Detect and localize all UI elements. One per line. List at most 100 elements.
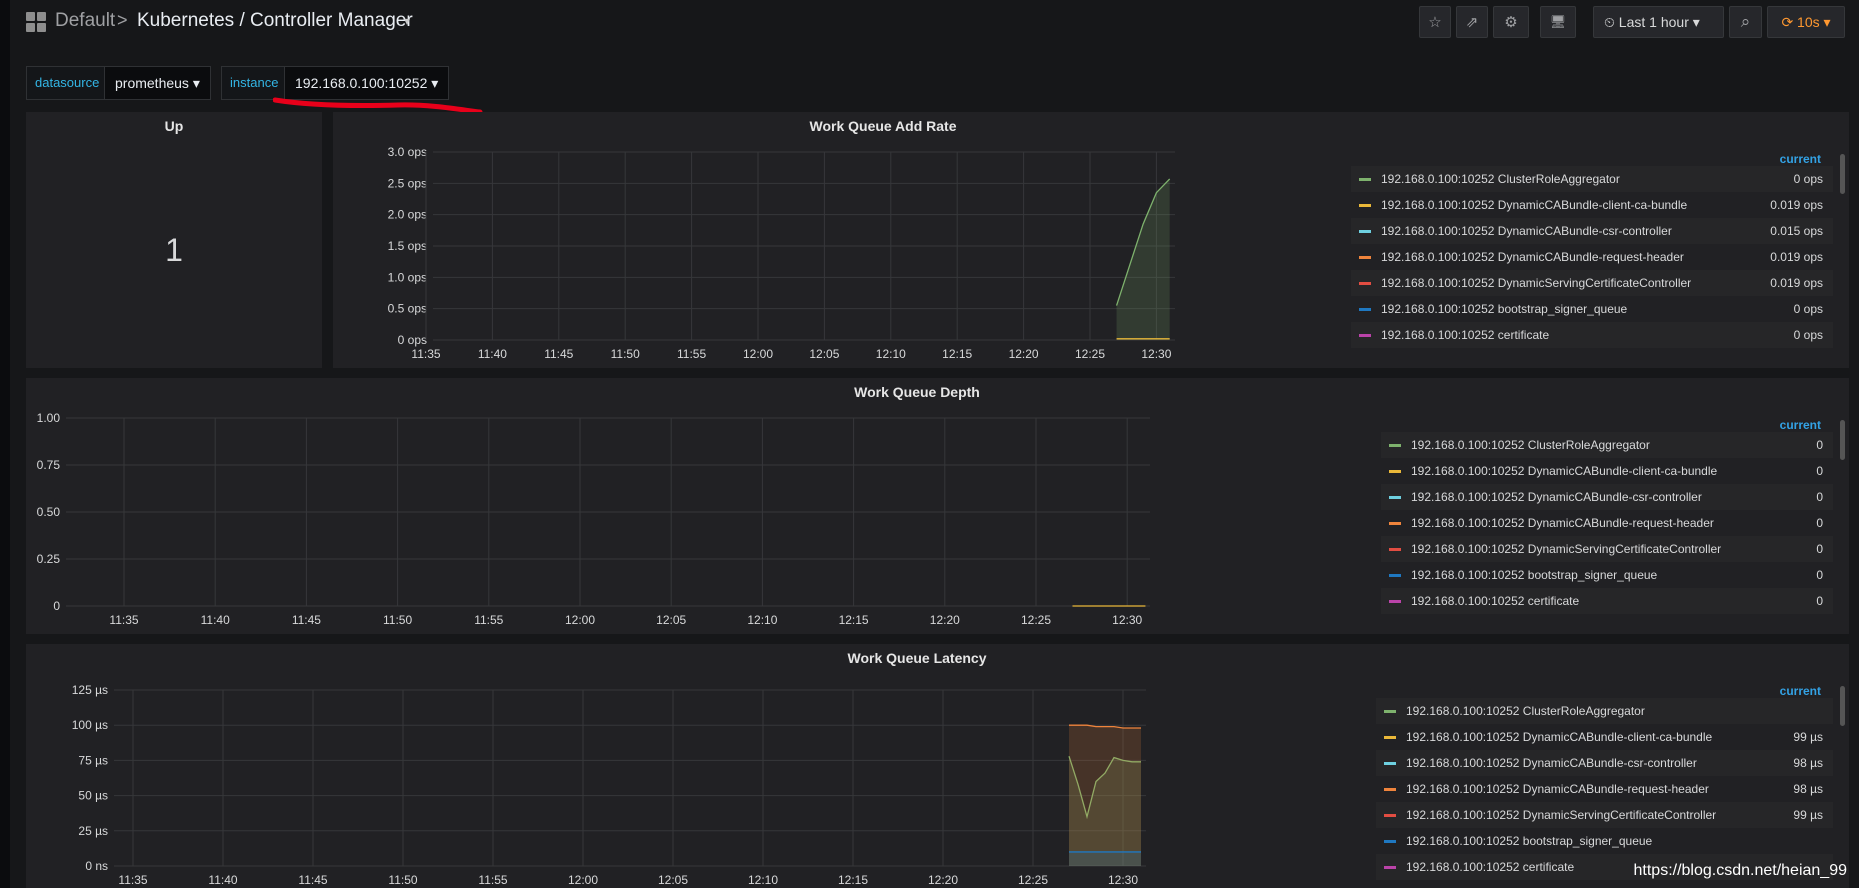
legend-work-queue-depth: current 192.168.0.100:10252 ClusterRoleAg… (1381, 418, 1849, 634)
legend-color-swatch (1389, 469, 1401, 473)
legend-scrollbar[interactable] (1840, 154, 1845, 194)
series-line[interactable] (1068, 755, 1141, 820)
x-tick-label: 11:35 (411, 347, 440, 361)
x-tick-label: 12:05 (658, 873, 688, 887)
panel-title[interactable]: Work Queue Depth (854, 384, 980, 400)
chart-work-queue-depth[interactable]: 0 0.25 0.50 0.75 1.00 11:35 11:40 11:45 11:50 11:… (26, 378, 1366, 634)
legend-item[interactable]: 192.168.0.100:10252 certificate 0 ops (1351, 322, 1833, 348)
legend-color-swatch (1359, 333, 1371, 337)
legend-color-swatch (1359, 255, 1371, 259)
legend-item[interactable]: 192.168.0.100:10252 DynamicCABundle-requ… (1381, 510, 1833, 536)
legend-color-swatch (1384, 813, 1396, 817)
x-tick-label: 12:30 (1141, 347, 1171, 361)
legend-color-swatch (1389, 521, 1401, 525)
x-tick-label: 12:10 (747, 613, 777, 627)
instance-select[interactable]: 192.168.0.100:10252 ▾ (284, 66, 450, 100)
legend-item[interactable]: 192.168.0.100:10252 ClusterRoleAggregato… (1351, 166, 1833, 192)
x-tick-label: 12:05 (809, 347, 839, 361)
legend-color-swatch (1359, 281, 1371, 285)
y-tick-label: 50 µs (78, 789, 108, 803)
legend-current-value: 98 µs (1793, 756, 1823, 770)
breadcrumb-separator-icon: > (117, 10, 128, 30)
legend-item[interactable]: 192.168.0.100:10252 DynamicServingCertif… (1351, 270, 1833, 296)
legend-work-queue-latency: current 192.168.0.100:10252 ClusterRoleAg… (1376, 684, 1849, 888)
legend-color-swatch (1384, 735, 1396, 739)
x-tick-label: 11:45 (298, 873, 327, 887)
refresh-picker[interactable]: ⟳ 10s ▾ (1767, 6, 1845, 38)
legend-item[interactable]: 192.168.0.100:10252 DynamicCABundle-requ… (1376, 776, 1833, 802)
legend-item[interactable]: 192.168.0.100:10252 DynamicServingCertif… (1381, 536, 1833, 562)
y-tick-label: 0 ns (85, 859, 108, 873)
legend-color-swatch (1359, 229, 1371, 233)
legend-series-name: 192.168.0.100:10252 DynamicServingCertif… (1406, 808, 1717, 822)
series-line[interactable] (1069, 724, 1141, 729)
x-tick-label: 12:00 (743, 347, 773, 361)
datasource-select[interactable]: prometheus ▾ (104, 66, 211, 100)
legend-color-swatch (1359, 177, 1371, 181)
panel-work-queue-add-rate[interactable]: Work Queue Add Rate 0 ops 0.5 ops 1.0 ops 1… (333, 112, 1849, 368)
legend-item[interactable]: 192.168.0.100:10252 DynamicCABundle-clie… (1381, 458, 1833, 484)
time-range-picker[interactable]: ⏲ Last 1 hour ▾ (1593, 6, 1724, 38)
legend-item[interactable]: 192.168.0.100:10252 certificate (1376, 854, 1833, 880)
x-tick-label: 11:40 (201, 613, 230, 627)
panel-up[interactable]: Up 1 (26, 112, 322, 368)
legend-item[interactable]: 192.168.0.100:10252 DynamicCABundle-csr-… (1351, 218, 1833, 244)
panel-title[interactable]: Up (164, 118, 184, 134)
legend-current-value: 0.019 ops (1770, 198, 1823, 212)
settings-button[interactable]: ⚙ (1493, 6, 1529, 38)
legend-item[interactable]: 192.168.0.100:10252 certificate 0 (1381, 588, 1833, 614)
legend-item[interactable]: 192.168.0.100:10252 ClusterRoleAggregato… (1381, 432, 1833, 458)
chevron-down-icon[interactable]: ▾ (404, 14, 411, 28)
tv-mode-button[interactable]: 🖥 (1540, 6, 1576, 38)
y-tick-label: 75 µs (78, 753, 108, 767)
legend-current-value: 98 µs (1793, 782, 1823, 796)
panel-title[interactable]: Work Queue Add Rate (809, 118, 957, 134)
chart-work-queue-latency[interactable]: 0 ns 25 µs 50 µs 75 µs 100 µs 125 µs 11:35 11:4… (26, 644, 1366, 888)
dashboards-grid-icon[interactable] (26, 12, 46, 32)
legend-item[interactable]: 192.168.0.100:10252 ClusterRoleAggregato… (1376, 698, 1833, 724)
y-tick-label: 0.75 (37, 458, 61, 472)
legend-current-value: 0 (1816, 542, 1823, 556)
star-button[interactable]: ☆ (1419, 6, 1451, 38)
x-tick-label: 12:25 (1018, 873, 1048, 887)
dashboard-title[interactable]: Kubernetes / Controller Manager (137, 10, 413, 31)
series-line[interactable] (1115, 178, 1171, 306)
legend-item[interactable]: 192.168.0.100:10252 bootstrap_signer_que… (1381, 562, 1833, 588)
legend-item[interactable]: 192.168.0.100:10252 DynamicServingCertif… (1376, 802, 1833, 828)
legend-item[interactable]: 192.168.0.100:10252 bootstrap_signer_que… (1351, 296, 1833, 322)
legend-current-header[interactable]: current (1779, 684, 1821, 698)
legend-color-swatch (1384, 839, 1396, 843)
zoom-out-button[interactable]: ⌕ (1729, 6, 1762, 38)
legend-color-swatch (1384, 761, 1396, 765)
x-tick-label: 12:30 (1108, 873, 1138, 887)
legend-item[interactable]: 192.168.0.100:10252 DynamicCABundle-requ… (1351, 244, 1833, 270)
x-tick-label: 12:15 (839, 613, 869, 627)
x-tick-label: 12:10 (748, 873, 778, 887)
legend-current-header[interactable]: current (1779, 418, 1821, 432)
x-tick-label: 11:50 (388, 873, 417, 887)
legend-scrollbar[interactable] (1840, 420, 1845, 460)
legend-item[interactable]: 192.168.0.100:10252 DynamicCABundle-csr-… (1381, 484, 1833, 510)
panel-work-queue-depth[interactable]: Work Queue Depth 0 0.25 0.50 0.75 1.00 11:35 1… (26, 378, 1849, 634)
legend-series-name: 192.168.0.100:10252 DynamicServingCertif… (1411, 542, 1722, 556)
series-area (1069, 851, 1141, 866)
x-tick-label: 12:10 (876, 347, 906, 361)
legend-item[interactable]: 192.168.0.100:10252 bootstrap_signer_que… (1376, 828, 1833, 854)
share-button[interactable]: ⇗ (1456, 6, 1488, 38)
chart-work-queue-add-rate[interactable]: 0 ops 0.5 ops 1.0 ops 1.5 ops 2.0 ops 2.5 ops… (333, 112, 1333, 368)
legend-item[interactable]: 192.168.0.100:10252 DynamicCABundle-csr-… (1376, 750, 1833, 776)
legend-scrollbar[interactable] (1840, 686, 1845, 726)
legend-current-value: 0 ops (1793, 328, 1823, 342)
panel-work-queue-latency[interactable]: Work Queue Latency 0 ns 25 µs 50 µs 75 µs 10… (26, 644, 1849, 888)
legend-current-value: 0.019 ops (1770, 276, 1823, 290)
x-tick-label: 12:00 (568, 873, 598, 887)
legend-series-name: 192.168.0.100:10252 DynamicCABundle-csr-… (1381, 224, 1672, 238)
x-tick-label: 11:55 (474, 613, 503, 627)
series-area (1069, 756, 1141, 866)
legend-item[interactable]: 192.168.0.100:10252 DynamicCABundle-clie… (1376, 724, 1833, 750)
legend-current-header[interactable]: current (1779, 152, 1821, 166)
panel-title[interactable]: Work Queue Latency (847, 650, 987, 666)
breadcrumb-folder[interactable]: Default (55, 10, 116, 31)
legend-current-value: 0 ops (1793, 302, 1823, 316)
legend-item[interactable]: 192.168.0.100:10252 DynamicCABundle-clie… (1351, 192, 1833, 218)
